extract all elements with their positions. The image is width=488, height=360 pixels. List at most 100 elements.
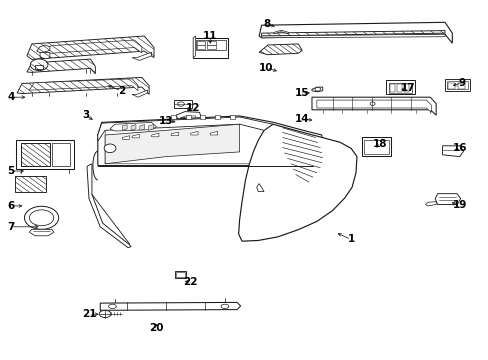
Polygon shape: [29, 79, 138, 91]
Bar: [364, 140, 388, 154]
Text: 13: 13: [159, 116, 173, 126]
Text: 4: 4: [7, 92, 15, 102]
Bar: [388, 83, 411, 93]
Polygon shape: [40, 53, 50, 59]
Polygon shape: [273, 30, 288, 34]
Polygon shape: [29, 229, 54, 236]
Polygon shape: [259, 44, 302, 55]
Bar: [20, 143, 50, 166]
Ellipse shape: [180, 117, 186, 122]
Polygon shape: [131, 125, 136, 130]
Bar: [207, 41, 216, 45]
Text: 21: 21: [81, 309, 96, 319]
Text: 20: 20: [149, 323, 163, 333]
Polygon shape: [132, 90, 147, 97]
Text: 7: 7: [7, 222, 15, 232]
Polygon shape: [171, 132, 178, 136]
Polygon shape: [17, 77, 149, 94]
Ellipse shape: [108, 304, 116, 309]
Polygon shape: [215, 115, 220, 119]
Bar: [389, 84, 394, 92]
Polygon shape: [148, 125, 153, 130]
Bar: [196, 41, 205, 45]
Polygon shape: [261, 34, 444, 38]
Text: 6: 6: [7, 201, 14, 211]
Text: 8: 8: [263, 19, 269, 30]
Polygon shape: [185, 115, 190, 119]
Polygon shape: [193, 36, 195, 58]
Bar: [361, 137, 390, 156]
Ellipse shape: [24, 206, 59, 229]
Ellipse shape: [104, 144, 116, 153]
Bar: [52, 143, 70, 166]
Polygon shape: [98, 116, 322, 166]
Polygon shape: [132, 52, 151, 60]
Bar: [195, 40, 225, 50]
Ellipse shape: [221, 304, 228, 309]
Polygon shape: [27, 36, 154, 59]
Bar: [404, 84, 408, 92]
Text: 2: 2: [118, 86, 124, 96]
Text: 5: 5: [7, 166, 14, 176]
Polygon shape: [27, 59, 95, 74]
Polygon shape: [176, 112, 201, 123]
Polygon shape: [238, 124, 356, 241]
Text: 10: 10: [259, 63, 273, 73]
Ellipse shape: [369, 102, 374, 105]
Text: 12: 12: [185, 103, 200, 113]
Polygon shape: [311, 87, 322, 92]
Text: 14: 14: [294, 114, 309, 124]
Polygon shape: [98, 117, 272, 141]
Bar: [196, 45, 205, 49]
Polygon shape: [20, 143, 50, 166]
Polygon shape: [105, 118, 315, 164]
Polygon shape: [37, 45, 50, 53]
Polygon shape: [210, 131, 217, 135]
Polygon shape: [87, 164, 131, 248]
Bar: [207, 45, 216, 49]
Polygon shape: [259, 22, 451, 43]
Polygon shape: [311, 97, 435, 115]
Text: 16: 16: [451, 143, 466, 153]
Polygon shape: [434, 194, 460, 204]
Polygon shape: [171, 115, 176, 119]
Polygon shape: [110, 122, 156, 131]
Polygon shape: [151, 133, 159, 137]
Bar: [446, 81, 468, 89]
Bar: [447, 83, 454, 89]
Polygon shape: [442, 146, 463, 157]
Text: 17: 17: [400, 83, 415, 93]
Polygon shape: [15, 176, 46, 192]
Bar: [176, 272, 184, 277]
Polygon shape: [122, 125, 127, 130]
Ellipse shape: [30, 59, 48, 71]
Text: 11: 11: [203, 31, 217, 41]
Polygon shape: [140, 125, 144, 130]
Bar: [16, 140, 74, 169]
Polygon shape: [316, 100, 430, 112]
Bar: [193, 38, 228, 58]
Text: 1: 1: [347, 234, 354, 244]
Polygon shape: [105, 124, 239, 164]
Polygon shape: [229, 115, 234, 119]
Bar: [444, 79, 469, 91]
Bar: [175, 271, 185, 278]
Bar: [396, 84, 401, 92]
Polygon shape: [261, 31, 444, 36]
Polygon shape: [425, 202, 435, 206]
Ellipse shape: [99, 310, 111, 318]
Text: 18: 18: [372, 139, 387, 149]
Polygon shape: [35, 65, 43, 69]
Text: 3: 3: [82, 110, 89, 120]
Text: 19: 19: [451, 200, 466, 210]
Bar: [457, 83, 464, 89]
Polygon shape: [190, 131, 198, 135]
Polygon shape: [200, 115, 205, 119]
Polygon shape: [180, 116, 196, 121]
Ellipse shape: [29, 210, 54, 226]
Ellipse shape: [314, 87, 320, 91]
Text: 9: 9: [458, 78, 465, 88]
Polygon shape: [100, 302, 240, 310]
Text: 15: 15: [294, 88, 308, 98]
Polygon shape: [122, 136, 129, 139]
